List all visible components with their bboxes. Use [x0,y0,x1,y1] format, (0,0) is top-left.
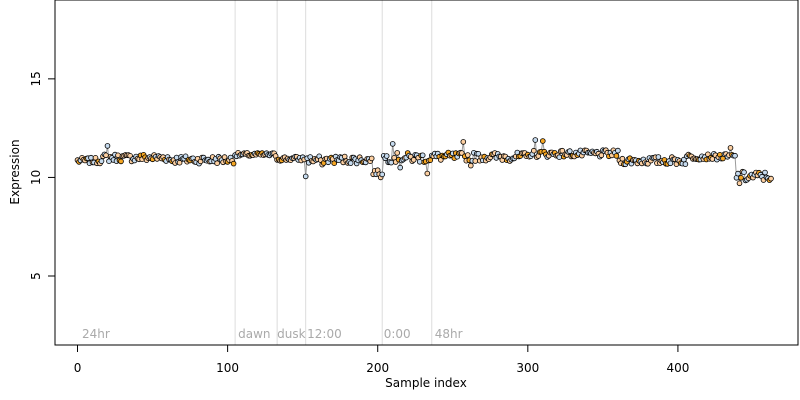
x-tick-label: 200 [366,361,389,375]
data-point [341,153,348,160]
y-axis: 5 10 15 [29,71,56,280]
data-point [530,147,537,154]
data-point [472,158,479,164]
region-label: 0:00 [384,327,411,341]
data-point [419,152,426,159]
region-label: 24hr [82,327,110,341]
data-point [460,139,467,145]
data-point [368,155,375,162]
data-point [762,169,768,176]
data-point [475,151,482,157]
data-point [732,152,738,159]
data-point [347,160,354,166]
data-point [88,154,94,161]
data-point [302,173,309,180]
x-axis: 0 100 200 300 400 [74,344,689,375]
x-tick-label: 0 [74,361,82,375]
data-point [115,152,121,159]
data-point [768,175,774,182]
data-point [182,153,189,160]
data-point [559,147,566,154]
data-point [230,160,237,167]
data-point [214,160,220,167]
data-points [74,137,774,187]
data-point [667,160,674,167]
data-point [388,159,395,166]
x-tick-label: 100 [216,361,239,375]
data-point [615,147,621,154]
data-point [394,150,401,156]
x-tick-label: 300 [516,361,539,375]
data-point [655,154,662,160]
x-tick-label: 400 [666,361,689,375]
data-point [389,141,396,147]
data-point [176,159,183,166]
data-point [532,137,539,143]
data-point [397,164,404,171]
data-point [383,153,390,159]
region-label: 12:00 [307,327,342,341]
data-point [98,158,105,164]
data-point [92,155,99,161]
data-point [424,170,431,177]
data-point [682,161,689,167]
data-point [727,145,734,151]
data-point [619,155,626,162]
data-point [566,148,573,154]
region-label: dusk [277,327,305,341]
region-separator-lines [234,0,433,345]
y-tick-label: 10 [29,170,43,185]
data-point [736,180,743,187]
data-point [104,143,111,149]
data-point [467,162,474,169]
data-point [738,175,744,181]
data-point [464,152,471,158]
data-point [410,157,417,163]
region-label: 48hr [435,327,463,341]
data-point [103,152,109,159]
data-point [416,159,423,165]
region-labels: 24hr dawn dusk 12:00 0:00 48hr [82,327,463,341]
data-point [613,153,620,159]
data-point [741,169,747,176]
y-tick-label: 15 [29,71,43,86]
data-point [556,154,563,161]
data-point [735,170,741,177]
region-label: dawn [238,327,270,341]
data-point [173,154,180,161]
data-point [118,158,124,165]
x-axis-label: Sample index [385,376,467,390]
y-tick-label: 5 [29,272,43,280]
data-point [598,152,605,159]
y-axis-label: Expression [8,139,22,204]
data-point [539,138,546,144]
data-point [379,171,386,178]
